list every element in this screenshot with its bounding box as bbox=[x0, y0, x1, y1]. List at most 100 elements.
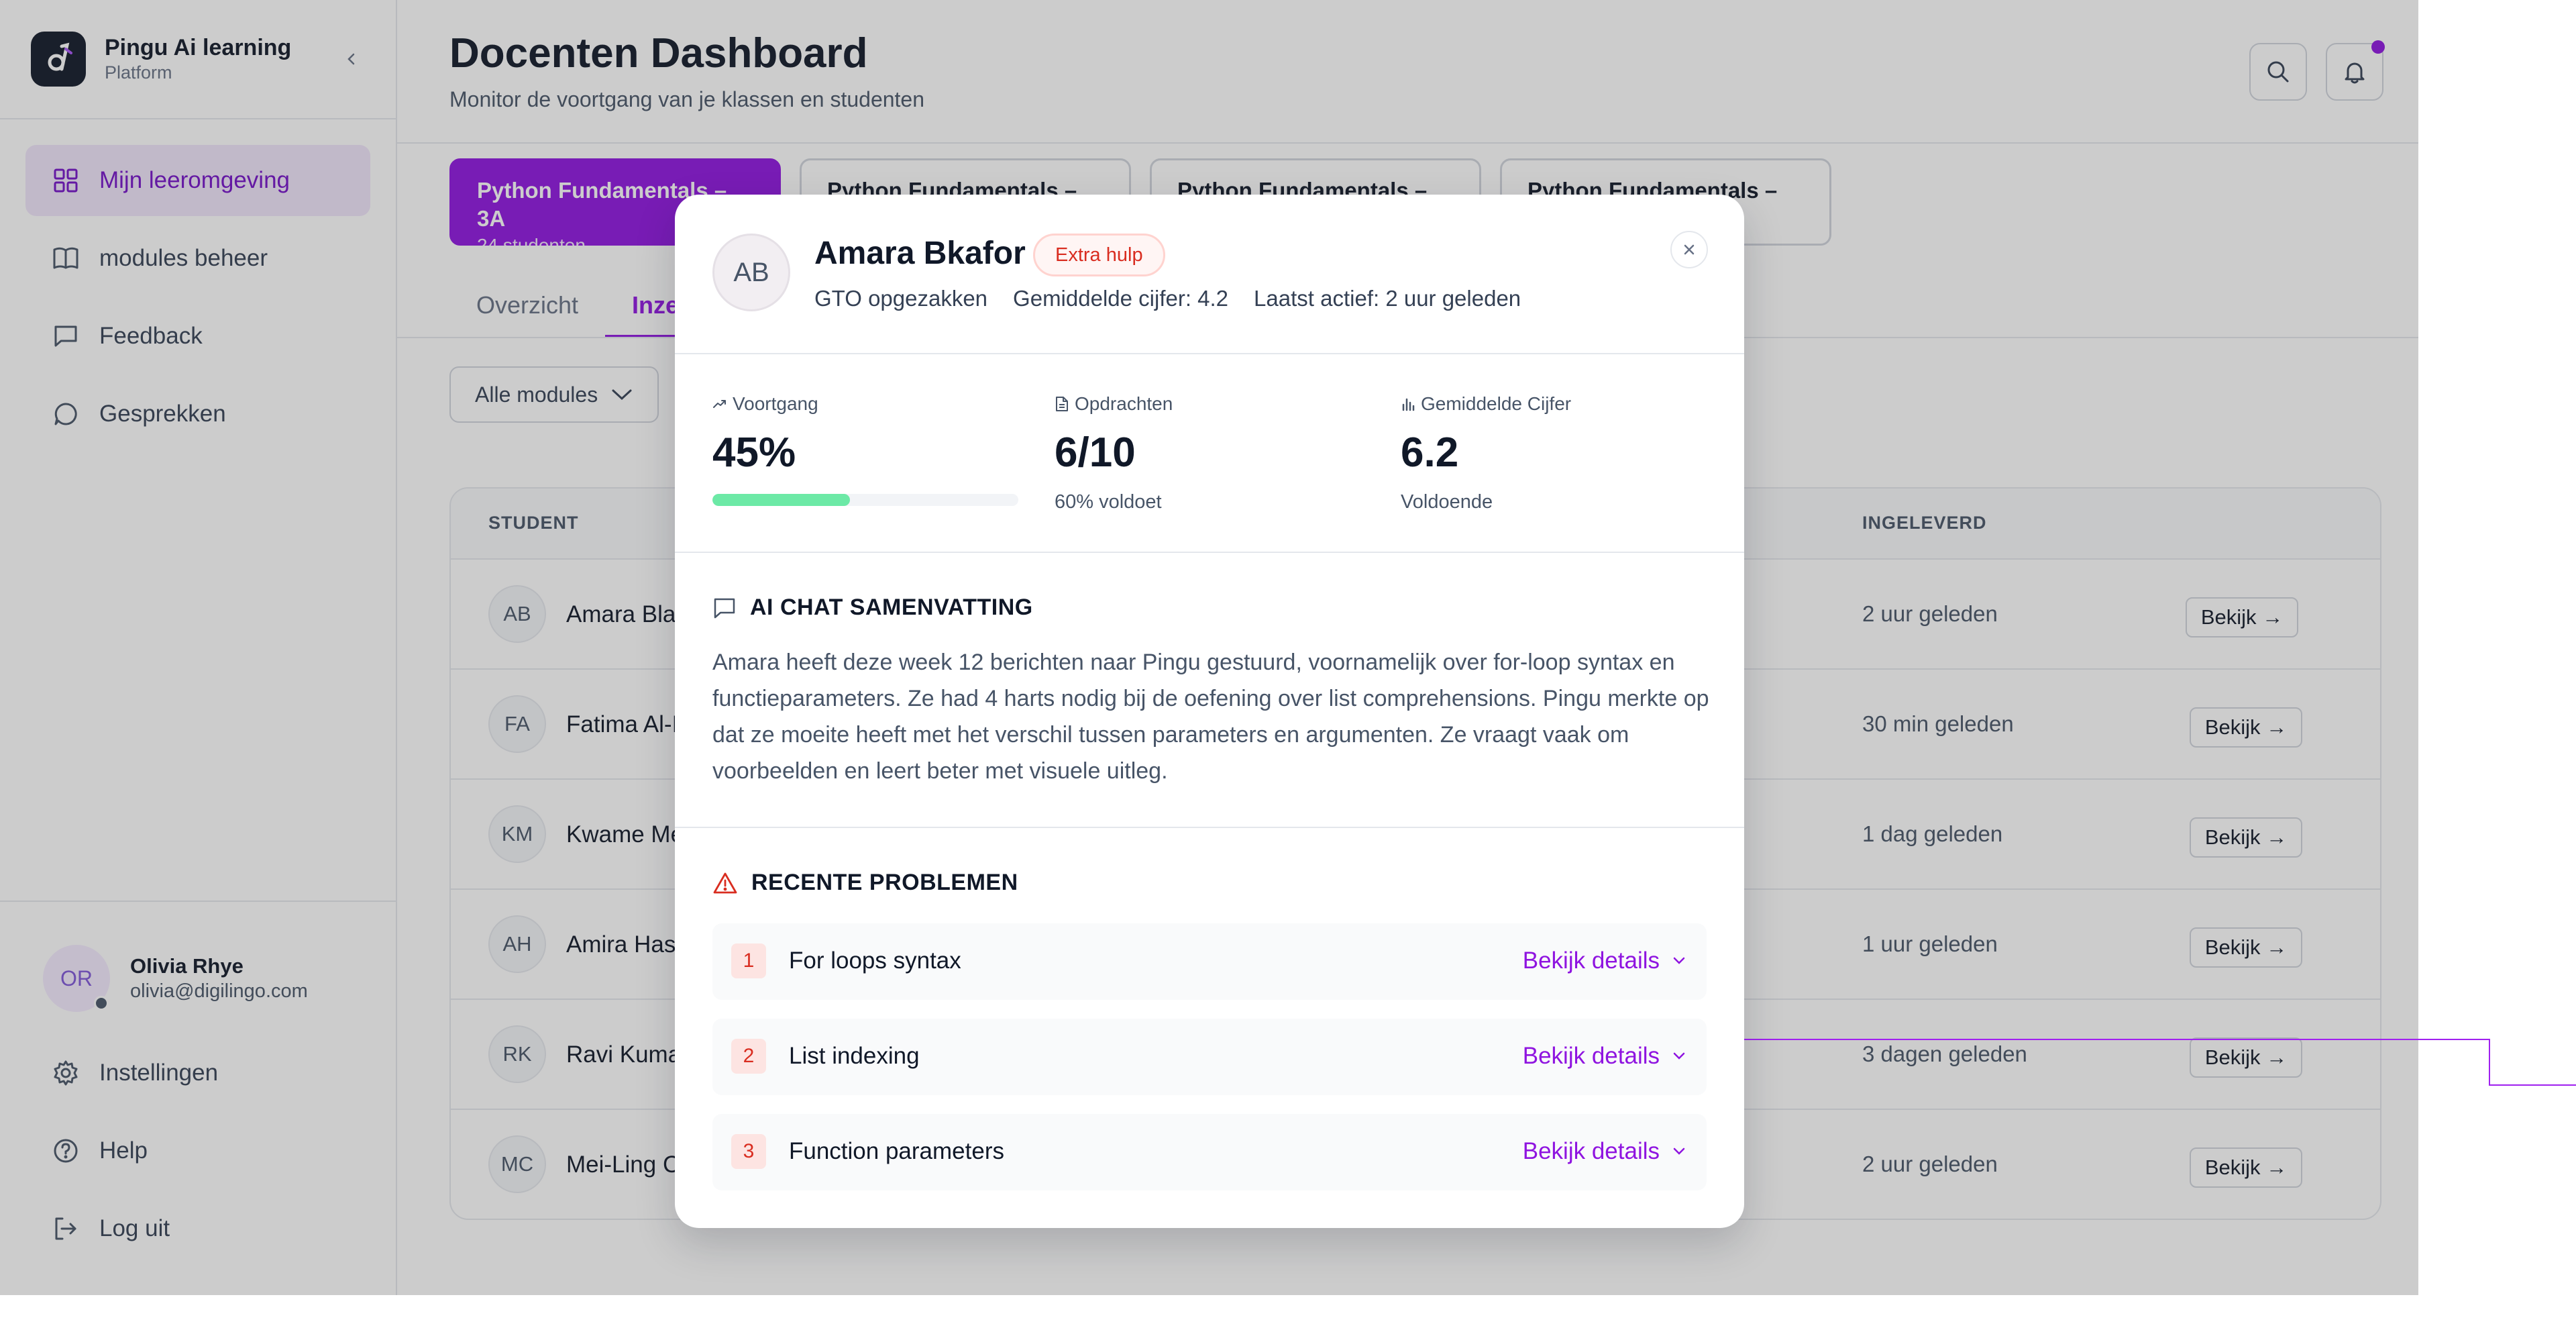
submitted-time: 1 dag geleden bbox=[1862, 821, 2003, 846]
sidebar: Pingu Ai learning Platform Mijn leeromge… bbox=[0, 0, 397, 1295]
section-title: RECENTE PROBLEMEN bbox=[712, 870, 1018, 896]
student-name: Amara Blaf bbox=[566, 601, 683, 627]
modal-header: AB Amara Bkafor Extra hulp GTO opgezakke… bbox=[675, 195, 1744, 354]
avatar: AB bbox=[712, 234, 790, 311]
section-title-text: AI CHAT SAMENVATTING bbox=[750, 595, 1033, 620]
problem-label: Function parameters bbox=[789, 1138, 1004, 1164]
grid-icon bbox=[52, 167, 79, 194]
view-tabs: Overzicht Inzen bbox=[449, 282, 721, 338]
bekijk-details-link[interactable]: Bekijk details bbox=[1523, 1043, 1686, 1070]
sidebar-item-instellingen[interactable]: Instellingen bbox=[25, 1037, 370, 1109]
user-name: Olivia Rhye bbox=[130, 954, 244, 978]
bekijk-button[interactable]: Bekijk → bbox=[2190, 1037, 2302, 1078]
column-header-student: STUDENT bbox=[488, 513, 579, 533]
user-email: olivia@digilingo.com bbox=[130, 980, 308, 1002]
link-label: Bekijk details bbox=[1522, 1138, 1660, 1164]
bekijk-button[interactable]: Bekijk → bbox=[2190, 927, 2302, 968]
submitted-time: 30 min geleden bbox=[1862, 711, 2014, 736]
close-icon bbox=[1684, 244, 1695, 255]
module-filter-value: Alle modules bbox=[475, 382, 598, 407]
submitted-time: 1 uur geleden bbox=[1862, 931, 1998, 956]
pingu-logo-icon bbox=[31, 32, 86, 87]
bekijk-details-link[interactable]: Bekijk details bbox=[1523, 948, 1686, 974]
tab-overzicht[interactable]: Overzicht bbox=[476, 291, 579, 319]
close-button[interactable] bbox=[1670, 231, 1708, 268]
sidebar-item-modules-beheer[interactable]: modules beheer bbox=[25, 223, 370, 294]
bekijk-details-link[interactable]: Bekijk details bbox=[1523, 1138, 1686, 1165]
avatar: MC bbox=[488, 1135, 546, 1193]
bell-icon bbox=[2345, 62, 2365, 84]
student-name: Ravi Kuma bbox=[566, 1041, 682, 1068]
sidebar-divider bbox=[0, 901, 397, 902]
ai-chat-summary: AI CHAT SAMENVATTING Amara heeft deze we… bbox=[675, 553, 1744, 828]
brand: Pingu Ai learning Platform bbox=[31, 31, 366, 87]
avatar: FA bbox=[488, 695, 546, 753]
message-square-icon bbox=[52, 323, 79, 350]
collapse-sidebar-button[interactable] bbox=[337, 44, 366, 74]
stat-label: Opdrachten bbox=[1075, 393, 1173, 414]
sidebar-bottom-nav: Instellingen Help Log uit bbox=[25, 1037, 370, 1271]
page-subtitle: Monitor de voortgang van je klassen en s… bbox=[449, 87, 925, 111]
sidebar-nav: Mijn leeromgeving modules beheer Feedbac… bbox=[25, 145, 370, 456]
stat-opdrachten: Opdrachten 6/10 60% voldoet bbox=[1055, 393, 1173, 513]
stat-voortgang: Voortgang 45% bbox=[712, 393, 1018, 506]
sidebar-item-label: Feedback bbox=[99, 323, 203, 349]
submitted-time: 2 uur geleden bbox=[1862, 1152, 1998, 1176]
search-button[interactable] bbox=[2249, 43, 2307, 101]
column-header-ingeleverd: INGELEVERD bbox=[1862, 513, 1987, 533]
problem-number: 3 bbox=[731, 1134, 766, 1169]
sidebar-item-gesprekken[interactable]: Gesprekken bbox=[25, 378, 370, 450]
chat-bubble-icon bbox=[52, 401, 79, 427]
sidebar-item-help[interactable]: Help bbox=[25, 1115, 370, 1186]
bekijk-button[interactable]: Bekijk → bbox=[2190, 817, 2302, 858]
table-row[interactable]: RK Ravi Kuma 3 dagen geleden Bekijk → bbox=[451, 1000, 2380, 1110]
section-title: AI CHAT SAMENVATTING bbox=[712, 595, 1033, 621]
student-name: Amara Bkafor bbox=[814, 236, 1026, 271]
problem-item: 3 Function parameters Bekijk details bbox=[712, 1114, 1707, 1190]
problem-number: 2 bbox=[731, 1039, 766, 1074]
bekijk-button[interactable]: Bekijk → bbox=[2190, 707, 2302, 748]
module-filter-select[interactable]: Alle modules bbox=[449, 366, 659, 423]
student-name: Mei-Ling C bbox=[566, 1152, 680, 1178]
file-icon bbox=[1056, 397, 1068, 411]
link-label: Bekijk details bbox=[1522, 1043, 1660, 1069]
progress-bar bbox=[712, 494, 1018, 506]
bekijk-button[interactable]: Bekijk → bbox=[2190, 1147, 2302, 1188]
brand-subtitle: Platform bbox=[105, 62, 172, 83]
brand-name: Pingu Ai learning bbox=[105, 35, 292, 60]
table-row[interactable]: FA Fatima Al-I 30 min geleden Bekijk → bbox=[451, 670, 2380, 780]
sidebar-item-label: Instellingen bbox=[99, 1060, 219, 1086]
sidebar-item-mijn-leeromgeving[interactable]: Mijn leeromgeving bbox=[25, 145, 370, 216]
book-icon bbox=[52, 245, 79, 272]
problem-number: 1 bbox=[731, 943, 766, 978]
stat-label: Voortgang bbox=[733, 393, 818, 414]
table-row[interactable]: AB Amara Blaf 2 uur geleden Bekijk → bbox=[451, 560, 2380, 670]
meta-last-active: Laatst actief: 2 uur geleden bbox=[1254, 286, 1521, 311]
sidebar-item-label: modules beheer bbox=[99, 245, 268, 271]
meta-program: GTO opgezakken bbox=[814, 286, 988, 311]
user-profile[interactable]: OR Olivia Rhye olivia@digilingo.com bbox=[43, 945, 308, 1012]
avatar: RK bbox=[488, 1025, 546, 1083]
progress-fill bbox=[712, 494, 851, 506]
bekijk-button[interactable]: Bekijk → bbox=[2186, 597, 2298, 637]
sidebar-item-feedback[interactable]: Feedback bbox=[25, 301, 370, 372]
class-tab-count: 24 studenten bbox=[477, 235, 586, 256]
chevron-down-icon bbox=[1673, 1147, 1685, 1155]
stat-gemiddelde-cijfer: Gemiddelde Cijfer 6.2 Voldoende bbox=[1401, 393, 1571, 513]
header-divider bbox=[397, 142, 2418, 144]
sidebar-item-label: Help bbox=[99, 1137, 148, 1164]
table-row[interactable]: MC Mei-Ling C 2 uur geleden Bekijk → bbox=[451, 1110, 2380, 1219]
notification-badge bbox=[2371, 40, 2385, 54]
page-title: Docenten Dashboard bbox=[449, 30, 868, 76]
stats-row: Voortgang 45% Opdrachten 6/10 60% voldoe… bbox=[675, 354, 1744, 553]
student-detail-modal: AB Amara Bkafor Extra hulp GTO opgezakke… bbox=[675, 195, 1744, 1228]
bar-chart-icon bbox=[1402, 398, 1415, 411]
sidebar-item-log-uit[interactable]: Log uit bbox=[25, 1193, 370, 1264]
meta-average-grade: Gemiddelde cijfer: 4.2 bbox=[1013, 286, 1229, 311]
submitted-time: 2 uur geleden bbox=[1862, 601, 1998, 626]
stat-sub: Voldoende bbox=[1401, 491, 1493, 513]
notifications-button[interactable] bbox=[2326, 40, 2385, 101]
connector-line bbox=[1711, 1039, 2490, 1040]
stat-label: Gemiddelde Cijfer bbox=[1421, 393, 1572, 414]
header-actions bbox=[2249, 40, 2385, 101]
